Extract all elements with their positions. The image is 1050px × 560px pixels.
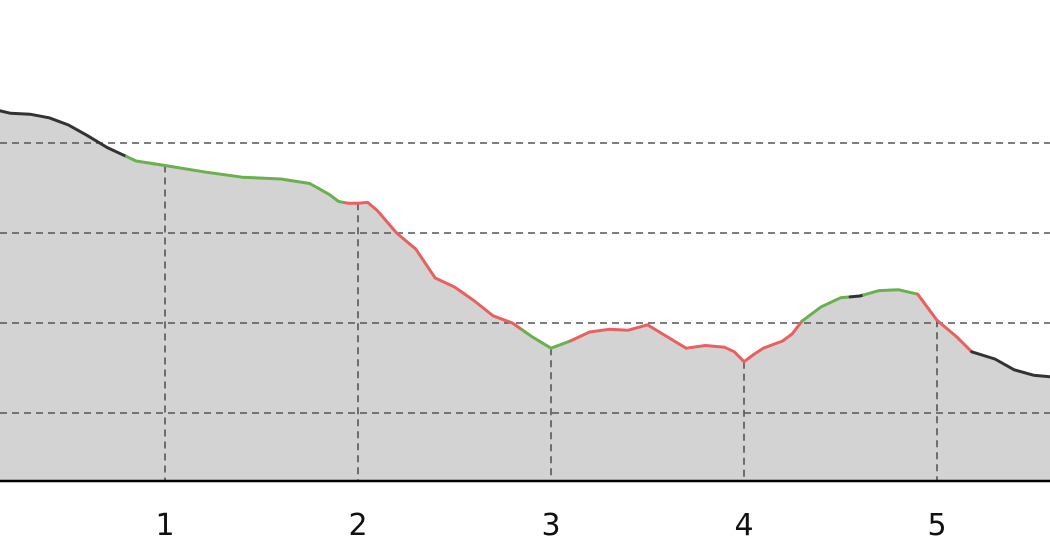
profile-segment-descent: [568, 319, 804, 364]
profile-segment-descent: [342, 200, 524, 332]
area-polygon: [0, 110, 1050, 481]
profile-segment-ascent: [520, 328, 572, 350]
grid: [0, 142, 1050, 481]
area-fill: [0, 110, 1050, 481]
profile-segment-neutral: [970, 350, 1050, 379]
profile-segment-ascent: [124, 155, 346, 205]
x-tick-label: 3: [541, 508, 560, 543]
x-tick-label: 4: [734, 508, 753, 543]
x-tick-label: 2: [348, 508, 367, 543]
profile-segment-neutral: [0, 109, 128, 158]
profile-segment-descent: [916, 292, 974, 354]
profile-line: [0, 109, 1050, 379]
profile-segment-ascent: [800, 295, 852, 323]
x-tick-label: 5: [927, 508, 946, 543]
x-axis: 1 2 3 4 5: [0, 479, 1050, 543]
x-tick-label: 1: [155, 508, 174, 543]
profile-segment-neutral: [848, 293, 866, 299]
profile-segment-ascent: [862, 288, 920, 297]
